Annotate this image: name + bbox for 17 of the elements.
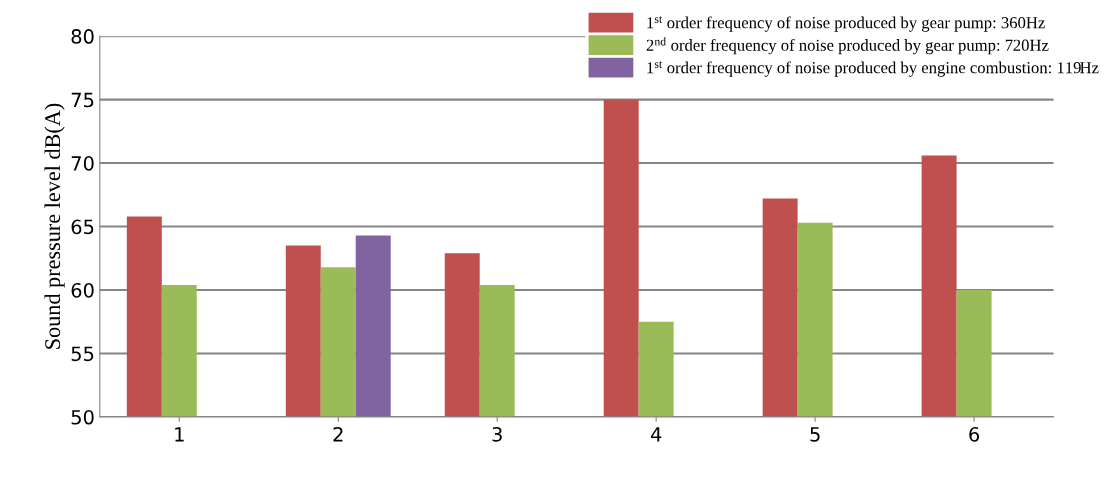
x-tick-label: 3	[492, 427, 502, 442]
legend-label: 2$^{nd}$ order frequency of noise produced by gear pump: 720Hz	[646, 37, 1049, 55]
y-tick-label: 75	[71, 92, 94, 108]
y-tick-label: 80	[71, 29, 94, 44]
x-tick-label: 1	[175, 427, 184, 442]
legend-label: 1$^{st}$ order frequency of noise produced by gear pump: 360Hz	[647, 16, 1045, 32]
y-axis-title: Sound pressure level dB(A)	[44, 103, 65, 349]
y-tick-label: 55	[71, 346, 94, 362]
legend-label: 1$^{st}$ order frequency of noise produced by engine combustion: 119Hz	[647, 61, 1099, 77]
x-tick-label: 2	[333, 427, 343, 442]
x-tick-label: 6	[969, 427, 980, 442]
x-tick-label: 5	[810, 427, 820, 442]
y-tick-label: 60	[71, 282, 94, 298]
x-tick-label: 4	[650, 427, 662, 442]
y-tick-label: 70	[71, 156, 94, 171]
y-tick-label: 50	[71, 409, 94, 425]
y-tick-label: 65	[71, 219, 94, 235]
